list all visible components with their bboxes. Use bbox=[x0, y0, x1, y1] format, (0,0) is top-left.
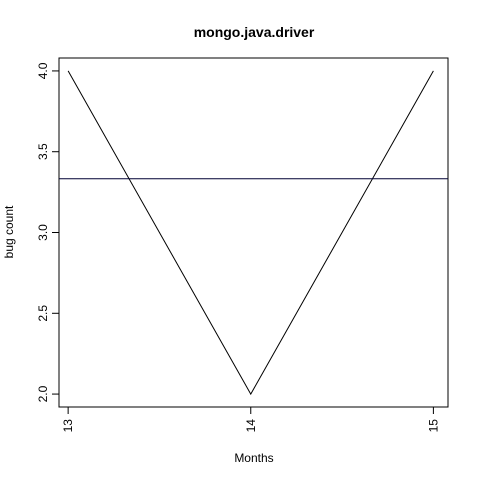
y-tick-label: 3.0 bbox=[36, 224, 50, 241]
chart-title: mongo.java.driver bbox=[194, 24, 315, 40]
y-tick-label: 2.5 bbox=[36, 305, 50, 322]
x-tick-label: 15 bbox=[426, 419, 440, 433]
y-axis-label: bug count bbox=[2, 205, 16, 258]
y-tick-label: 4.0 bbox=[36, 62, 50, 79]
x-axis: 13 14 15 bbox=[61, 406, 440, 433]
y-tick-label: 3.5 bbox=[36, 143, 50, 160]
x-tick-label: 14 bbox=[244, 419, 258, 433]
plot-marks bbox=[59, 70, 448, 396]
x-tick-label: 13 bbox=[61, 419, 75, 433]
x-axis-label: Months bbox=[234, 451, 273, 465]
y-axis: 2.0 2.5 3.0 3.5 4.0 bbox=[36, 62, 60, 402]
y-tick-label: 2.0 bbox=[36, 385, 50, 402]
